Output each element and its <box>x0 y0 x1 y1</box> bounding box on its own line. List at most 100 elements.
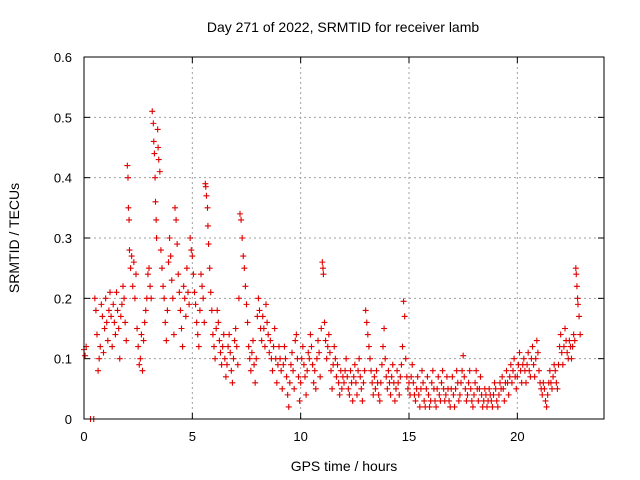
data-point <box>155 144 162 151</box>
data-point <box>221 355 228 362</box>
data-point <box>510 367 516 374</box>
data-point <box>156 168 163 175</box>
data-point <box>166 235 173 241</box>
data-point <box>279 385 286 392</box>
data-point <box>295 373 302 380</box>
data-point <box>190 271 197 278</box>
data-point <box>123 337 130 344</box>
data-point <box>293 331 300 338</box>
data-point <box>234 361 241 368</box>
data-point <box>131 295 138 302</box>
data-point <box>209 331 216 338</box>
data-point <box>572 265 579 272</box>
data-point <box>261 343 268 350</box>
data-point <box>574 295 581 302</box>
data-point <box>282 355 289 362</box>
data-point <box>495 391 502 398</box>
data-point <box>507 361 514 368</box>
data-point <box>428 379 435 386</box>
data-point <box>550 373 557 380</box>
data-point <box>536 367 542 374</box>
data-point <box>446 397 453 404</box>
data-point <box>514 373 521 380</box>
data-point <box>103 319 110 326</box>
data-point <box>283 373 290 380</box>
data-point <box>175 271 182 278</box>
data-point <box>255 295 262 302</box>
data-point <box>291 385 298 392</box>
data-point <box>458 379 464 386</box>
y-tick-label: 0.2 <box>54 291 72 306</box>
data-point <box>150 138 157 145</box>
data-point <box>299 343 306 350</box>
data-point <box>370 391 377 398</box>
data-point <box>573 283 580 290</box>
data-point <box>409 361 416 368</box>
data-point <box>245 343 252 350</box>
data-point <box>104 337 111 344</box>
data-point <box>237 210 243 217</box>
data-point <box>110 301 117 308</box>
data-point <box>351 361 358 368</box>
x-tick-label: 10 <box>293 429 307 444</box>
data-point <box>338 385 345 392</box>
data-point <box>213 325 220 332</box>
data-point <box>398 361 405 368</box>
data-point <box>490 391 497 398</box>
data-point <box>493 397 500 404</box>
data-point <box>263 301 269 308</box>
data-point <box>570 331 577 338</box>
data-point <box>306 355 313 362</box>
data-point <box>546 367 553 374</box>
data-point <box>161 295 168 302</box>
data-point <box>290 367 297 374</box>
data-point <box>531 373 538 380</box>
data-point <box>153 235 160 241</box>
data-point <box>254 313 261 320</box>
data-point <box>420 379 427 386</box>
data-point <box>99 313 106 320</box>
data-point <box>150 120 157 127</box>
data-point <box>433 403 440 410</box>
data-point <box>230 355 237 362</box>
data-point <box>144 271 151 278</box>
data-point <box>491 379 498 386</box>
data-point <box>239 235 246 241</box>
data-point <box>134 325 141 332</box>
data-point <box>332 355 339 362</box>
data-point <box>387 391 394 398</box>
data-point <box>82 352 89 359</box>
data-point <box>460 352 467 359</box>
data-point <box>475 397 482 404</box>
data-point <box>401 313 408 320</box>
data-point <box>192 301 199 308</box>
data-point <box>494 403 501 410</box>
data-point <box>195 343 202 350</box>
data-point <box>540 379 547 386</box>
data-point <box>174 241 181 248</box>
data-point <box>187 235 194 241</box>
data-point <box>404 385 411 392</box>
data-point <box>384 385 391 392</box>
data-point <box>111 319 118 326</box>
data-point <box>461 373 468 380</box>
data-point <box>455 397 462 404</box>
data-point <box>287 361 294 368</box>
data-point <box>423 385 430 392</box>
data-point <box>309 361 316 368</box>
data-point <box>107 289 113 296</box>
data-point <box>500 385 507 392</box>
data-point <box>505 391 512 398</box>
data-point <box>489 403 496 410</box>
data-point <box>562 325 568 332</box>
data-point <box>393 385 399 392</box>
data-point <box>96 355 103 362</box>
data-point <box>126 247 133 254</box>
data-point <box>136 361 143 368</box>
data-point <box>206 265 213 272</box>
data-point <box>506 373 513 380</box>
data-point <box>204 204 211 211</box>
data-point <box>324 343 331 350</box>
data-point <box>267 337 274 344</box>
data-point <box>334 361 341 368</box>
